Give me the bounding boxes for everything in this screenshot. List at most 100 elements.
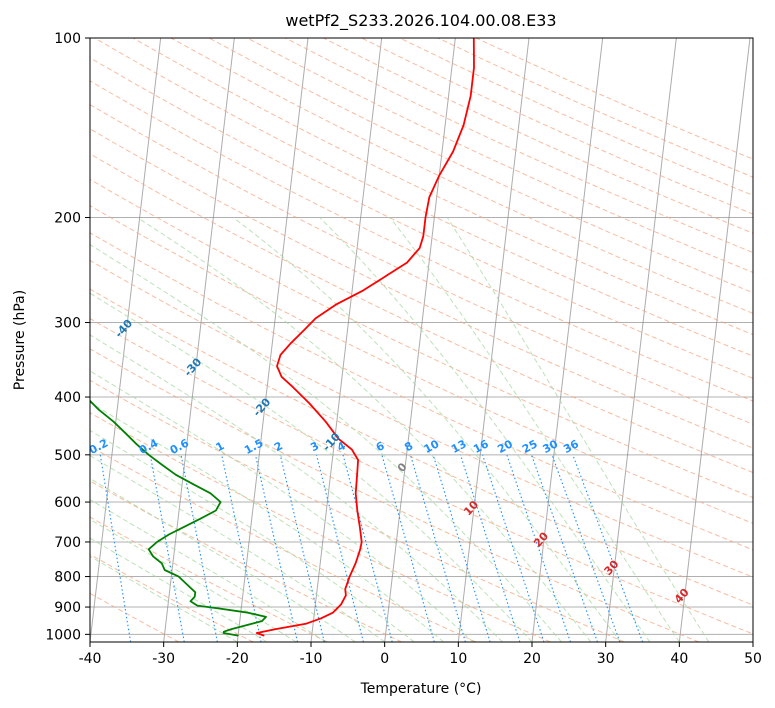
dewpoint-point	[184, 582, 186, 584]
moist-adiabat-line	[90, 499, 326, 642]
dry-adiabat-line	[90, 205, 753, 524]
dewpoint-point	[178, 576, 180, 578]
dewpoint-point	[247, 612, 249, 614]
dry-adiabat-line	[90, 288, 753, 606]
temperature-point	[337, 438, 340, 440]
x-axis-ticks: -40 -30 -20 -10 0 10 20 30 40 50	[79, 642, 762, 667]
mixing-ratio-line	[432, 454, 491, 642]
x-tick-label: 40	[670, 651, 688, 667]
mixing-ratio-label: 16	[471, 437, 491, 456]
isotherm-line	[310, 38, 383, 642]
dewpoint-point	[164, 569, 166, 571]
mixing-ratio-label: 20	[495, 437, 515, 456]
isotherm-line	[605, 38, 677, 642]
dewpoint-point	[175, 474, 177, 476]
x-tick-label: 10	[449, 651, 467, 667]
mixing-ratio-label: 30	[541, 437, 561, 456]
y-tick-label: 100	[54, 31, 81, 47]
moist-adiabat-line	[90, 244, 562, 642]
temperature-point	[320, 617, 322, 619]
dewpoint-point	[189, 600, 192, 602]
dry-adiabat-line	[90, 445, 477, 642]
moist-adiabat-line	[319, 217, 651, 642]
temperature-point	[362, 289, 364, 291]
isotherm-line	[531, 38, 604, 642]
temperature-point	[359, 548, 361, 550]
mixing-ratio-line	[551, 454, 621, 642]
dewpoint-point	[196, 605, 198, 607]
mixing-ratio-label: 36	[561, 437, 581, 456]
moist-adiabat-line	[90, 477, 356, 642]
isotherm-line	[163, 38, 235, 642]
mixing-ratio-line	[572, 454, 644, 642]
mixing-ratio-line	[381, 454, 435, 642]
dry-adiabat-line	[90, 553, 254, 642]
dewpoint-point	[209, 492, 212, 494]
y-tick-label: 600	[54, 495, 81, 511]
x-tick-label: -10	[300, 651, 323, 667]
dewpoint-point	[161, 464, 163, 466]
dry-adiabat-line	[90, 259, 753, 578]
temperature-point	[356, 509, 358, 512]
mixing-ratio-lines	[99, 454, 644, 642]
moist-adiabat-line	[389, 217, 680, 642]
dry-adiabat-line	[90, 480, 402, 642]
temperature-point	[302, 330, 304, 332]
temperature-point	[438, 174, 440, 176]
moist-adiabat-line	[90, 429, 415, 642]
temperature-point	[355, 492, 357, 494]
temperature-point	[275, 628, 277, 630]
x-axis-title: Temperature (°C)	[360, 681, 482, 697]
y-axis-title: Pressure (hPa)	[12, 290, 28, 390]
mixing-ratio-label: 13	[449, 437, 469, 456]
dry-adiabat-line	[90, 232, 753, 551]
x-tick-label: -40	[79, 651, 102, 667]
dry-adiabat-line	[90, 379, 625, 642]
dry-adiabat-line	[94, 38, 753, 357]
y-tick-label: 500	[54, 448, 81, 464]
temperature-point	[281, 376, 283, 378]
dewpoint-point	[237, 635, 239, 637]
dry-adiabat-line	[90, 128, 753, 449]
y-tick-label: 1000	[45, 627, 81, 643]
temperature-point	[256, 632, 258, 634]
mixing-ratio-line	[409, 454, 466, 642]
temperature-point	[290, 342, 292, 344]
temperature-point	[355, 562, 357, 564]
dewpoint-point	[218, 607, 220, 610]
temperature-point	[357, 459, 359, 461]
dewpoint-point	[230, 628, 233, 630]
dewpoint-point	[113, 421, 115, 423]
dry-adiabat-line	[90, 412, 551, 642]
temperature-point	[428, 196, 430, 198]
y-axis-ticks: 100 200 300 400 500 600 700 800 900 1000	[45, 31, 90, 643]
temperature-point	[308, 402, 310, 404]
dewpoint-point	[168, 533, 170, 536]
dewpoint-point	[161, 562, 163, 564]
moist-adiabat-line	[90, 370, 474, 642]
temperature-point	[424, 216, 427, 219]
dewpoint-point	[194, 596, 196, 598]
y-tick-label: 200	[54, 211, 81, 227]
isotherm-line	[236, 38, 309, 642]
moist-adiabat-line	[90, 537, 268, 642]
x-tick-label: 0	[380, 651, 389, 667]
temperature-point	[361, 541, 363, 543]
dewpoint-point	[223, 631, 225, 633]
y-tick-label: 300	[54, 316, 81, 332]
dry-adiabat-line	[90, 104, 753, 425]
temperature-point	[406, 262, 408, 264]
dewpoint-point	[223, 632, 225, 634]
temperature-point	[325, 421, 327, 423]
x-tick-label: -20	[226, 651, 249, 667]
mixing-ratio-line	[459, 454, 521, 642]
chart-title: wetPf2_S233.2026.104.00.08.E33	[285, 11, 556, 31]
x-tick-label: -30	[152, 651, 175, 667]
profile-series	[90, 38, 475, 637]
dewpoint-point	[265, 616, 267, 618]
dewpoint-point	[148, 454, 150, 456]
y-tick-label: 700	[54, 535, 81, 551]
x-tick-label: 20	[523, 651, 541, 667]
mixing-ratio-label: 25	[520, 437, 540, 456]
